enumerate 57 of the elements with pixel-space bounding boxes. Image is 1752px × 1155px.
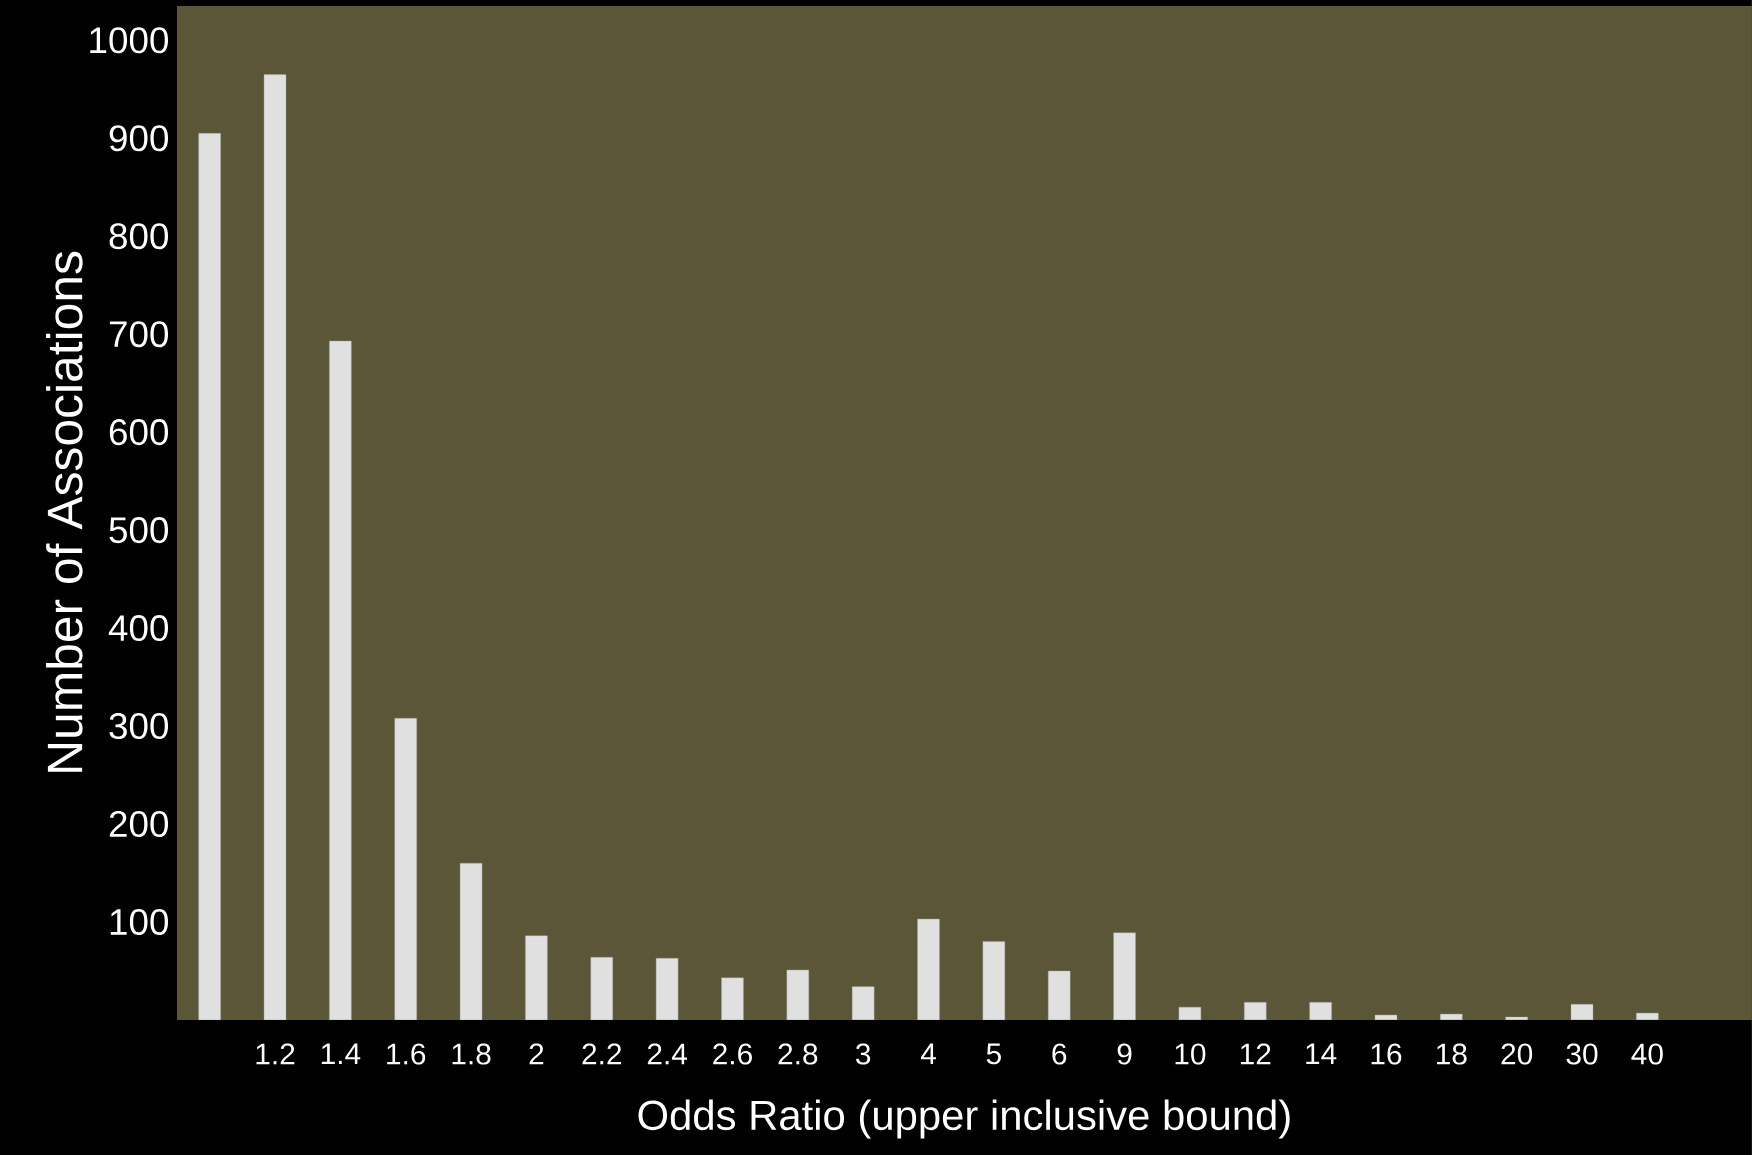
y-tick-label: 900 [109, 125, 169, 152]
y-tick-label: 1000 [90, 27, 169, 54]
bar [459, 863, 483, 1020]
y-tick-label: 500 [109, 517, 169, 544]
bar [982, 941, 1006, 1020]
x-tick-label: 6 [1052, 1043, 1067, 1065]
x-tick-label: 1.6 [387, 1043, 426, 1065]
x-tick-label: 20 [1501, 1043, 1533, 1065]
x-axis-title: Odds Ratio (upper inclusive bound) [638, 1099, 1290, 1139]
x-tick-label: 2.8 [778, 1043, 818, 1065]
y-tick-label: 800 [109, 223, 169, 250]
x-tick-label: 9 [1117, 1043, 1132, 1065]
y-tick-label: 600 [109, 419, 169, 446]
x-tick-label: 40 [1631, 1043, 1663, 1065]
bar [1440, 1013, 1463, 1020]
y-tick-label: 300 [109, 713, 169, 740]
bar [590, 957, 613, 1020]
x-tick-label: 10 [1175, 1043, 1206, 1065]
y-axis-title: Number of Associations [46, 251, 83, 772]
bar [1505, 1016, 1528, 1020]
x-tick-label: 1.4 [321, 1043, 361, 1065]
bar [917, 918, 940, 1020]
y-tick-label: 200 [109, 810, 169, 838]
bar [1244, 1002, 1267, 1020]
x-tick-label: 30 [1566, 1043, 1598, 1065]
x-tick-label: 5 [986, 1043, 1001, 1065]
x-tick-label: 3 [855, 1043, 871, 1065]
bar [198, 133, 221, 1020]
y-tick-label: 100 [110, 908, 169, 936]
bar [786, 969, 810, 1020]
x-tick-label: 12 [1240, 1043, 1271, 1065]
x-tick-label: 2.2 [582, 1043, 622, 1065]
bar [1570, 1004, 1594, 1020]
bar [721, 977, 744, 1020]
x-tick-label: 2.6 [713, 1043, 752, 1065]
bar [1178, 1007, 1202, 1020]
bar [1309, 1002, 1332, 1020]
bar [1113, 932, 1136, 1020]
bar [263, 74, 287, 1020]
bar [1048, 970, 1071, 1020]
x-tick-label: 18 [1436, 1043, 1467, 1065]
y-tick-label: 700 [109, 321, 169, 348]
x-tick-label: 1.8 [452, 1043, 491, 1065]
x-tick-label: 4 [920, 1043, 936, 1065]
x-tick-label: 16 [1371, 1043, 1402, 1065]
bar [851, 986, 875, 1020]
bar [1374, 1014, 1398, 1020]
bar [1636, 1012, 1659, 1020]
x-tick-label: 2.4 [647, 1043, 688, 1065]
x-tick-label: 14 [1306, 1043, 1337, 1065]
bar [394, 718, 417, 1020]
x-tick-label: 1.2 [256, 1043, 295, 1065]
y-tick-label: 400 [108, 615, 169, 642]
x-tick-label: 2 [529, 1043, 544, 1065]
bar [655, 958, 679, 1020]
bar [525, 935, 548, 1020]
bar [329, 340, 352, 1020]
